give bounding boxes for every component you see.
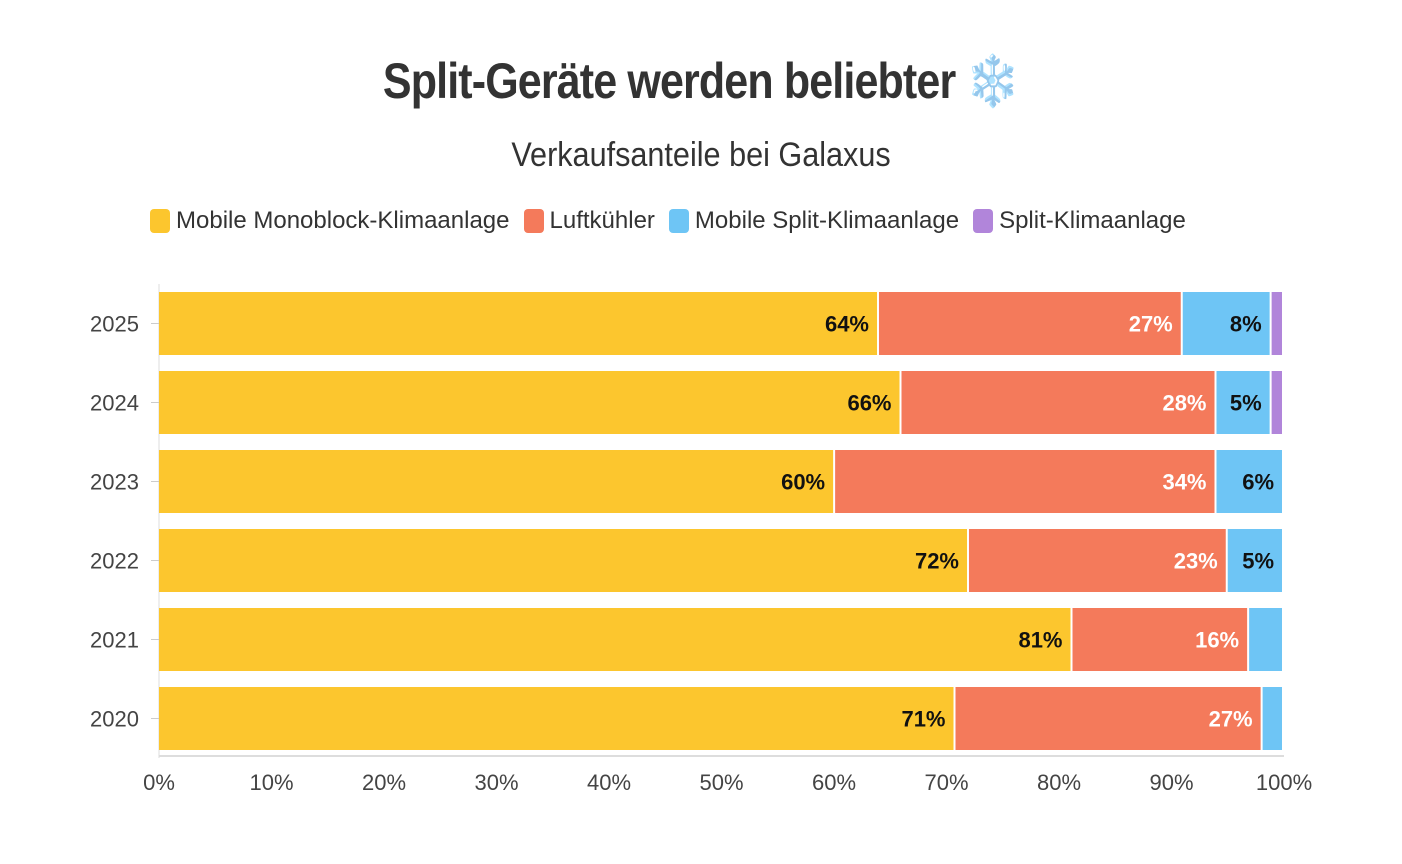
bar-segment (901, 371, 1215, 434)
data-label: 64% (825, 312, 869, 337)
title-text: Split-Geräte werden beliebter (382, 53, 956, 109)
bar-segment (1216, 371, 1270, 434)
data-label: 27% (1209, 707, 1253, 732)
data-label: 66% (847, 391, 891, 416)
data-label: 6% (1242, 470, 1274, 495)
bar-segment (159, 292, 877, 355)
legend-item[interactable]: Mobile Split-Klimaanlage (668, 207, 960, 235)
x-tick-label: 90% (1149, 770, 1193, 795)
legend-label: Luftkühler (549, 207, 655, 234)
x-tick-label: 20% (362, 770, 406, 795)
legend-label: Mobile Split-Klimaanlage (694, 207, 960, 234)
legend: Mobile Monoblock-Klimaanlage Luftkühler Mo… (150, 207, 1186, 235)
bar-segment (159, 608, 1071, 671)
chart-title: Split-Geräte werden beliebter ❄️ (98, 52, 1304, 111)
bar-segment (159, 529, 967, 592)
x-tick-label: 30% (474, 770, 518, 795)
bar-segment (835, 450, 1215, 513)
data-label: 16% (1195, 628, 1239, 653)
data-label: 60% (781, 470, 825, 495)
y-tick-label: 2025 (90, 312, 139, 337)
legend-swatch (523, 209, 544, 233)
x-tick-label: 80% (1037, 770, 1081, 795)
data-label: 5% (1230, 391, 1262, 416)
bar-segment (1271, 371, 1282, 434)
bar-segment (955, 687, 1261, 750)
x-tick-label: 60% (812, 770, 856, 795)
x-tick-label: 10% (249, 770, 293, 795)
data-label: 28% (1162, 391, 1206, 416)
y-tick-label: 2022 (90, 549, 139, 574)
legend-label: Split-Klimaanlage (999, 207, 1186, 234)
bar-segment (159, 450, 834, 513)
bar-segment (879, 292, 1181, 355)
y-tick-label: 2023 (90, 470, 139, 495)
y-tick-label: 2020 (90, 707, 139, 732)
x-tick-label: 50% (699, 770, 743, 795)
data-label: 72% (915, 549, 959, 574)
chart-subtitle: Verkaufsanteile bei Galaxus (511, 136, 891, 174)
y-tick-label: 2024 (90, 391, 139, 416)
data-label: 81% (1018, 628, 1062, 653)
bar-segment (159, 371, 900, 434)
bar-segment (1249, 608, 1282, 671)
bar-segment (1182, 292, 1270, 355)
data-label: 71% (901, 707, 945, 732)
legend-item[interactable]: Mobile Monoblock-Klimaanlage (150, 207, 510, 235)
snowflake-icon: ❄️ (966, 53, 1020, 109)
legend-item[interactable]: Luftkühler (523, 207, 655, 235)
x-tick-label: 40% (587, 770, 631, 795)
bar-segment (159, 687, 954, 750)
legend-swatch (150, 209, 170, 233)
data-label: 5% (1242, 549, 1274, 574)
bar-segment (1216, 450, 1282, 513)
legend-item[interactable]: Split-Klimaanlage (973, 207, 1186, 235)
x-tick-label: 0% (143, 770, 175, 795)
bar-segment (1072, 608, 1248, 671)
bar-segment (1227, 529, 1282, 592)
data-label: 34% (1162, 470, 1206, 495)
legend-label: Mobile Monoblock-Klimaanlage (176, 207, 510, 234)
y-tick-label: 2021 (90, 628, 139, 653)
bar-segment (1271, 292, 1282, 355)
bar-segment (1262, 687, 1282, 750)
data-label: 27% (1129, 312, 1173, 337)
legend-swatch (973, 209, 994, 233)
x-tick-label: 100% (1256, 770, 1312, 795)
data-label: 23% (1174, 549, 1218, 574)
bar-segment (969, 529, 1226, 592)
x-tick-label: 70% (924, 770, 968, 795)
legend-swatch (668, 209, 689, 233)
data-label: 8% (1230, 312, 1262, 337)
